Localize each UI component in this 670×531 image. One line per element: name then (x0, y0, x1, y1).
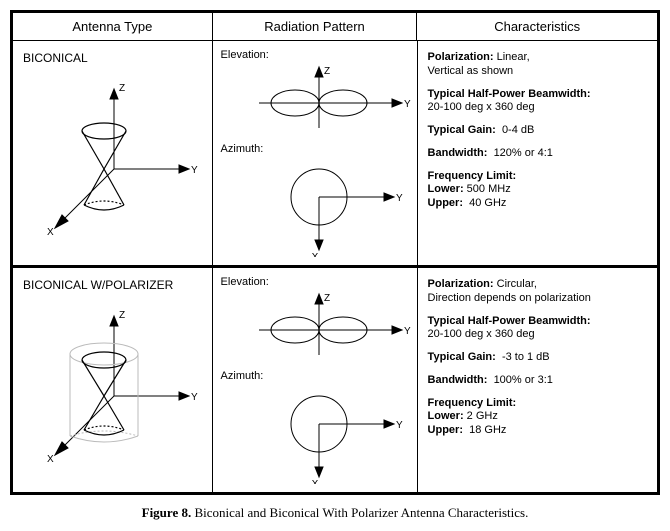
biconical-3d-icon: Z Y X (19, 69, 204, 244)
gain-key: Typical Gain: (428, 351, 496, 363)
lower-key: Lower: (428, 183, 464, 195)
gain-val: 0-4 dB (502, 124, 534, 136)
azimuth-label: Azimuth: (221, 143, 411, 155)
upper-key: Upper: (428, 197, 463, 209)
biconical-polarizer-3d-icon: Z Y X (19, 296, 204, 471)
hpbw-val: 20-100 deg x 360 deg (428, 328, 535, 340)
radiation-pattern-cell: Elevation: Z Y Azimuth: (213, 41, 418, 265)
axis-z-label: Z (119, 83, 125, 94)
bw-val: 100% or 3:1 (494, 374, 553, 386)
hpbw-key: Typical Half-Power Beamwidth: (428, 315, 591, 327)
axis-y-label: Y (191, 165, 198, 176)
az-y-label: Y (396, 420, 403, 431)
bw-val: 120% or 4:1 (494, 147, 553, 159)
lower-key: Lower: (428, 410, 464, 422)
polarization-key: Polarization: (428, 51, 494, 63)
elevation-label: Elevation: (221, 49, 411, 61)
polarization-val: Circular, (497, 278, 537, 290)
az-x-label: X (311, 479, 318, 484)
antenna-name: BICONICAL W/POLARIZER (23, 278, 206, 292)
characteristics-cell: Polarization: Linear, Vertical as shown T… (418, 41, 657, 265)
az-y-label: Y (396, 193, 403, 204)
elev-y-label: Y (404, 326, 411, 337)
axis-x-label: X (47, 454, 54, 465)
caption-bold: Figure 8. (142, 505, 192, 520)
antenna-type-cell: BICONICAL Z Y X (13, 41, 213, 265)
antenna-table: Antenna Type Radiation Pattern Character… (10, 10, 660, 495)
freq-key: Frequency Limit: (428, 170, 517, 182)
polarization-key: Polarization: (428, 278, 494, 290)
freq-key: Frequency Limit: (428, 397, 517, 409)
axis-x-label: X (47, 227, 54, 238)
elevation-pattern-icon: Z Y (219, 63, 414, 143)
antenna-name: BICONICAL (23, 51, 206, 65)
elevation-pattern-icon: Z Y (219, 290, 414, 370)
hpbw-key: Typical Half-Power Beamwidth: (428, 88, 591, 100)
hpbw-val: 20-100 deg x 360 deg (428, 101, 535, 113)
az-x-label: X (311, 252, 318, 257)
axis-z-label: Z (119, 310, 125, 321)
upper-val: 40 GHz (469, 197, 506, 209)
figure-caption: Figure 8. Biconical and Biconical With P… (10, 505, 660, 521)
elev-y-label: Y (404, 99, 411, 110)
elevation-label: Elevation: (221, 276, 411, 288)
table-row: BICONICAL Z Y X (13, 41, 657, 268)
bw-key: Bandwidth: (428, 147, 488, 159)
header-characteristics: Characteristics (417, 13, 657, 40)
header-antenna-type: Antenna Type (13, 13, 213, 40)
elev-z-label: Z (324, 293, 330, 304)
axis-y-label: Y (191, 392, 198, 403)
bw-key: Bandwidth: (428, 374, 488, 386)
upper-key: Upper: (428, 424, 463, 436)
characteristics-cell: Polarization: Circular, Direction depends… (418, 268, 657, 492)
azimuth-pattern-icon: Y X (219, 157, 414, 257)
polarization-val: Linear, (497, 51, 530, 63)
elev-z-label: Z (324, 66, 330, 77)
antenna-type-cell: BICONICAL W/POLARIZER Z Y X (13, 268, 213, 492)
upper-val: 18 GHz (469, 424, 506, 436)
azimuth-pattern-icon: Y X (219, 384, 414, 484)
caption-text: Biconical and Biconical With Polarizer A… (191, 505, 528, 520)
polarization-sub: Vertical as shown (428, 65, 514, 77)
lower-val: 2 GHz (467, 410, 498, 422)
polarization-sub: Direction depends on polarization (428, 292, 591, 304)
lower-val: 500 MHz (467, 183, 511, 195)
table-header-row: Antenna Type Radiation Pattern Character… (13, 13, 657, 41)
gain-key: Typical Gain: (428, 124, 496, 136)
radiation-pattern-cell: Elevation: Z Y Azimuth: (213, 268, 418, 492)
azimuth-label: Azimuth: (221, 370, 411, 382)
gain-val: -3 to 1 dB (502, 351, 550, 363)
table-row: BICONICAL W/POLARIZER Z Y X (13, 268, 657, 492)
header-radiation-pattern: Radiation Pattern (213, 13, 418, 40)
